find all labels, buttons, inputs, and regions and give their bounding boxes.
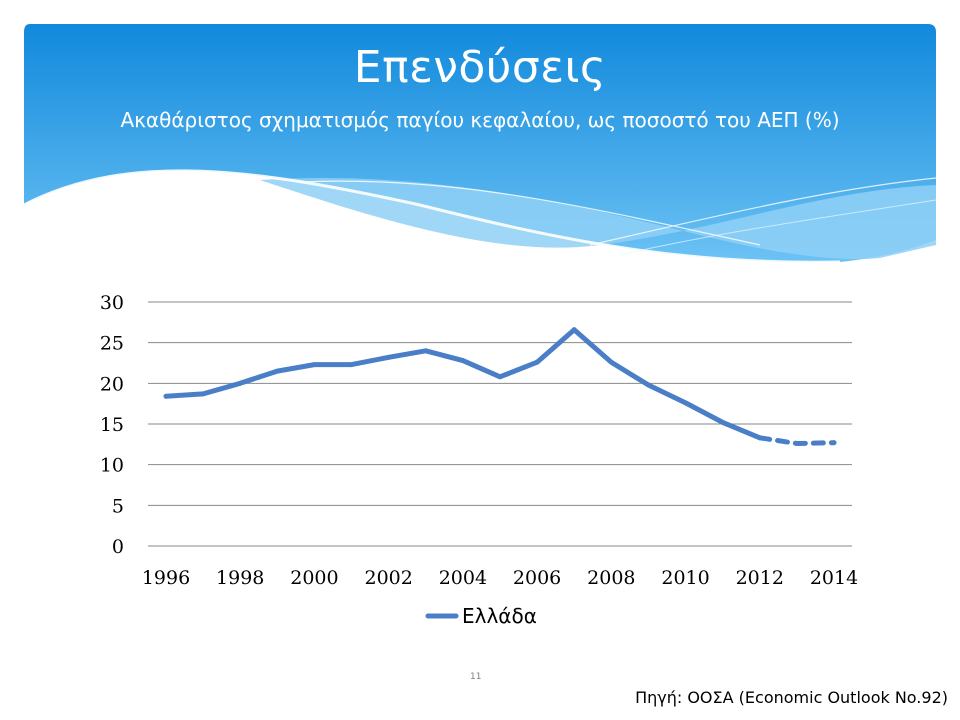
data-point [534, 359, 540, 365]
slide-title: Επενδύσεις [353, 42, 607, 93]
page-number: 11 [470, 672, 482, 682]
data-point [274, 368, 280, 374]
data-point [683, 400, 688, 406]
y-tick-label: 0 [112, 536, 124, 558]
y-tick-label: 25 [100, 333, 124, 355]
y-tick-label: 15 [100, 414, 124, 436]
y-tick-label: 5 [112, 495, 124, 517]
x-tick-label: 2014 [810, 567, 858, 589]
header-wave-background [23, 24, 937, 264]
y-tick-label: 20 [100, 373, 124, 395]
data-point [571, 327, 577, 333]
data-point [608, 359, 614, 365]
x-tick-label: 2008 [587, 567, 635, 589]
x-tick-label: 2002 [364, 567, 412, 589]
data-point [349, 362, 354, 368]
y-axis-ticks: 0 5 10 15 20 25 30 [100, 292, 124, 558]
slide-subtitle: Ακαθάριστος σχηματισμός παγίου κεφαλαίου… [120, 108, 840, 132]
data-point [794, 441, 800, 446]
x-tick-label: 2006 [513, 567, 561, 589]
x-tick-label: 2004 [439, 567, 487, 589]
data-point [423, 348, 429, 354]
line-chart: 0 5 10 15 20 25 30 1996 1998 2000 2002 2004 2006 200… [100, 292, 858, 628]
data-point [831, 440, 837, 446]
data-point [312, 362, 317, 368]
source-note: Πηγή: ΟΟΣΑ (Economic Outlook No.92) [635, 688, 948, 707]
gridlines [148, 301, 852, 547]
data-point [646, 382, 651, 388]
x-axis-ticks: 1996 1998 2000 2002 2004 2006 2008 2010 2012 2014 [142, 567, 858, 589]
data-point [497, 374, 503, 380]
data-point [237, 380, 243, 386]
legend-label: Ελλάδα [462, 604, 537, 628]
data-point [757, 435, 763, 441]
legend: Ελλάδα [425, 604, 537, 628]
x-tick-label: 1998 [216, 567, 264, 589]
x-tick-label: 2000 [290, 567, 338, 589]
x-tick-label: 2010 [661, 567, 709, 589]
series-lines [163, 327, 837, 447]
data-point [720, 419, 726, 425]
data-point [386, 354, 392, 360]
y-tick-label: 30 [100, 292, 124, 314]
x-tick-label: 1996 [142, 567, 190, 589]
y-tick-label: 10 [100, 455, 124, 477]
data-point [163, 393, 169, 399]
data-point [200, 391, 206, 397]
data-point [460, 358, 466, 363]
x-tick-label: 2012 [736, 567, 784, 589]
